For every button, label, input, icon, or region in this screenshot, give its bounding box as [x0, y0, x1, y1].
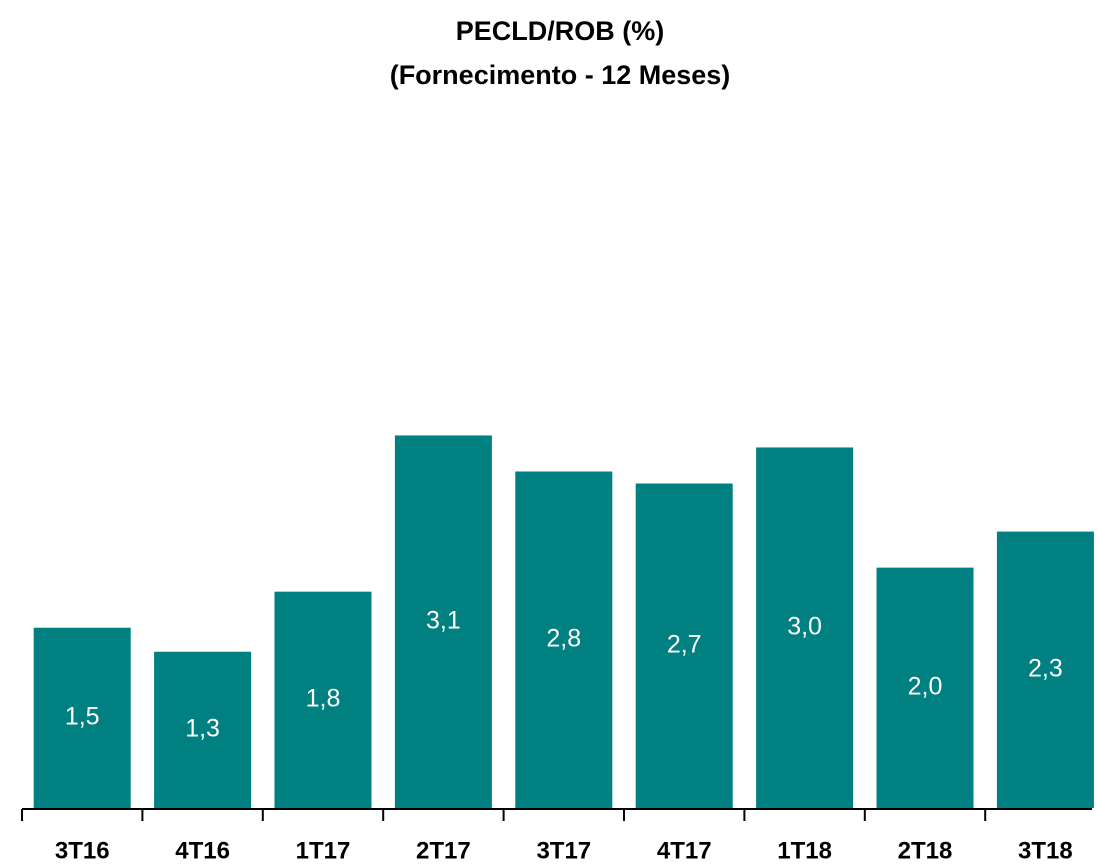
- bar: [996, 531, 1094, 808]
- value-label: 2,8: [546, 624, 581, 652]
- bar: [394, 435, 492, 808]
- bar: [154, 651, 252, 808]
- value-label: 3,0: [787, 612, 822, 640]
- x-tick-label: 2T17: [416, 837, 471, 864]
- value-label: 1,3: [185, 714, 220, 742]
- value-label: 1,8: [306, 684, 341, 712]
- value-label: 2,3: [1028, 654, 1063, 682]
- value-label: 2,0: [908, 672, 943, 700]
- x-tick-label: 4T17: [657, 837, 712, 864]
- x-tick-label: 3T16: [55, 837, 110, 864]
- x-tick-label: 3T18: [1018, 837, 1073, 864]
- bar: [635, 483, 733, 808]
- x-tick-label: 4T16: [175, 837, 230, 864]
- chart-subtitle: (Fornecimento - 12 Meses): [390, 60, 731, 90]
- bar: [515, 471, 613, 808]
- x-tick-label: 1T17: [296, 837, 351, 864]
- value-label: 3,1: [426, 606, 461, 634]
- x-tick-label: 3T17: [536, 837, 591, 864]
- x-tick-label: 2T18: [898, 837, 953, 864]
- bar: [33, 627, 131, 808]
- bar: [274, 591, 372, 808]
- bar: [876, 567, 974, 808]
- chart-title: PECLD/ROB (%): [456, 16, 665, 46]
- bar: [756, 447, 854, 808]
- x-tick-label: 1T18: [777, 837, 832, 864]
- value-label: 1,5: [65, 702, 100, 730]
- value-label: 2,7: [667, 630, 702, 658]
